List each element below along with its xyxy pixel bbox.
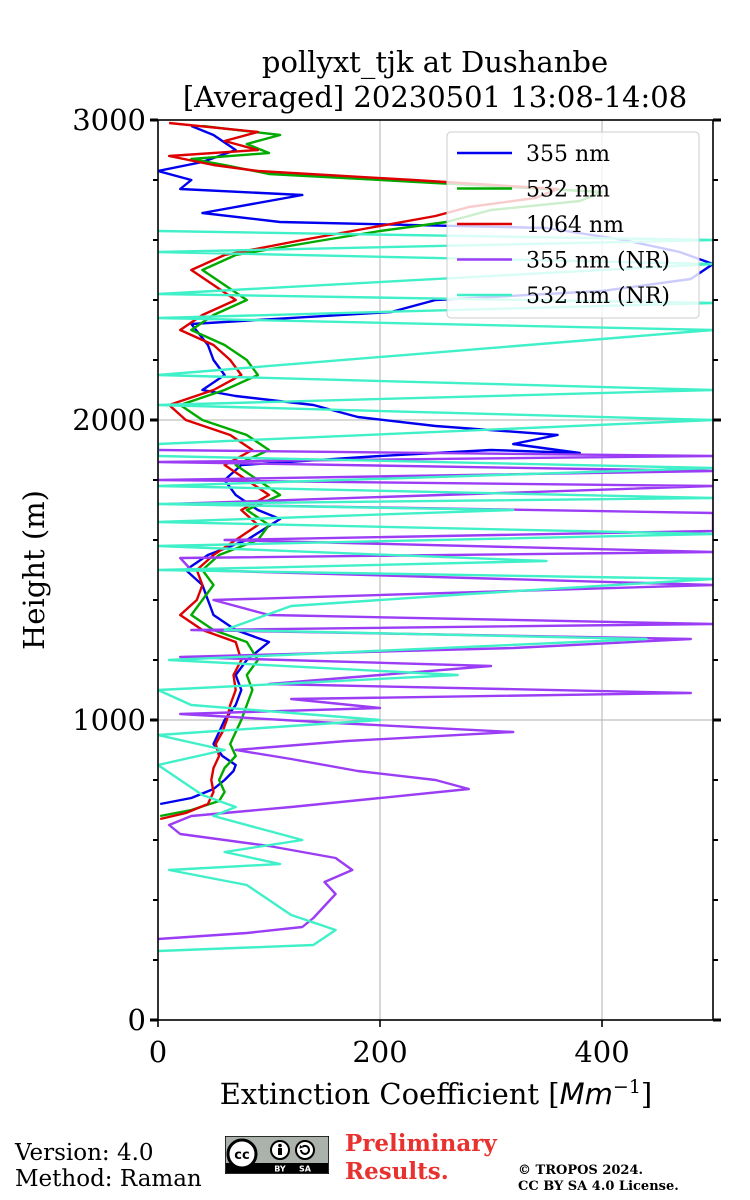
legend-entry: 532 nm <box>526 178 610 203</box>
chart-title-line2: [Averaged] 20230501 13:08-14:08 <box>183 80 687 114</box>
preliminary-line1: Preliminary <box>345 1130 497 1157</box>
preliminary-line2: Results. <box>345 1158 449 1185</box>
x-tick-label: 200 <box>352 1035 407 1069</box>
y-tick-label: 1000 <box>72 703 146 737</box>
series-line <box>158 229 713 953</box>
cc-badge-sa-label: SA <box>299 1165 312 1174</box>
y-axis-label: Height (m) <box>17 490 51 650</box>
y-tick-label: 3000 <box>72 103 146 137</box>
chart-title-line1: pollyxt_tjk at Dushanbe <box>262 45 608 80</box>
copyright-note: © TROPOS 2024. CC BY SA 4.0 License. <box>518 1163 679 1195</box>
cc-by-sa-badge: cc BY SA <box>225 1136 329 1174</box>
y-tick-label: 0 <box>128 1003 146 1037</box>
cc-icon: cc <box>226 1138 258 1170</box>
legend-box <box>446 131 700 319</box>
cc-badge-by-label: BY <box>274 1165 286 1174</box>
y-tick-label: 2000 <box>72 403 146 437</box>
method-label: Method: Raman <box>15 1166 202 1192</box>
ticks: 0 200 400 0 1000 2000 3000 <box>72 103 721 1069</box>
x-tick-label: 400 <box>574 1035 629 1069</box>
extinction-profile-chart: 0 200 400 0 1000 2000 3000 pollyxt_tjk at Dush… <box>17 45 721 1111</box>
share-alike-icon <box>295 1140 315 1160</box>
legend-entry: 1064 nm <box>526 213 624 238</box>
plot-frame <box>157 119 714 1021</box>
series-line <box>158 448 713 941</box>
x-axis-label: Extinction Coefficient [Mm−1] <box>220 1076 653 1111</box>
legend-entry: 532 nm (NR) <box>526 284 670 309</box>
version-label: Version: 4.0 <box>15 1140 154 1166</box>
copyright-line1: © TROPOS 2024. <box>518 1163 644 1178</box>
svg-text:cc: cc <box>234 1148 249 1163</box>
x-tick-label: 0 <box>149 1035 167 1069</box>
legend-entry: 355 nm <box>526 142 610 167</box>
preliminary-results-note: Preliminary Results. <box>345 1130 497 1186</box>
copyright-line2: CC BY SA 4.0 License. <box>518 1179 679 1194</box>
legend: 355 nm 532 nm 1064 nm 355 nm (NR) 532 nm (NR… <box>446 131 700 319</box>
attribution-icon <box>270 1140 290 1160</box>
legend-entry: 355 nm (NR) <box>526 249 670 274</box>
